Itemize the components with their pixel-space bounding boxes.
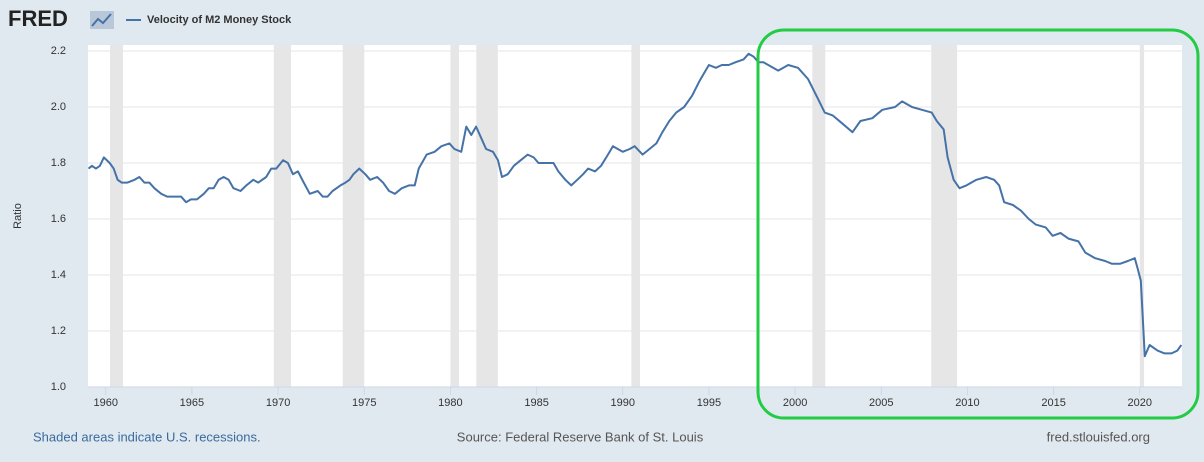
plot-layer: 1.0 1.2 1.4 1.6 1.8 2.0 2.2 1960 1965 1970 1975 198… xyxy=(51,45,1183,409)
y-axis-label: Ratio xyxy=(12,203,24,229)
y-tick-label: 2.2 xyxy=(51,45,66,57)
x-tick-label: 2015 xyxy=(1041,397,1065,409)
x-tick-label: 2005 xyxy=(869,397,893,409)
x-tick-label: 2020 xyxy=(1128,397,1152,409)
logo: FRED xyxy=(8,6,68,31)
x-tick-label: 1965 xyxy=(180,397,204,409)
x-tick-label: 1975 xyxy=(352,397,376,409)
recession-band xyxy=(931,45,958,387)
x-tick-label: 1970 xyxy=(266,397,290,409)
x-tick-label: 2000 xyxy=(783,397,807,409)
source: Source: Federal Reserve Bank of St. Loui… xyxy=(457,429,704,444)
recession-band xyxy=(342,45,365,387)
y-tick-label: 2.0 xyxy=(51,101,66,113)
x-tick-label: 1960 xyxy=(94,397,118,409)
recession-band xyxy=(110,45,123,387)
x-tick-label: 2010 xyxy=(955,397,979,409)
site: fred.stlouisfed.org xyxy=(1047,429,1150,444)
x-tick-label: 1985 xyxy=(524,397,548,409)
recession-band xyxy=(450,45,460,387)
recession-band xyxy=(812,45,826,387)
y-tick-label: 1.6 xyxy=(51,213,66,225)
recession-band xyxy=(273,45,292,387)
logo-icon xyxy=(90,11,114,29)
y-tick-label: 1.4 xyxy=(51,269,66,281)
x-tick-label: 1995 xyxy=(697,397,721,409)
x-tick-label: 1980 xyxy=(438,397,462,409)
recession-band xyxy=(476,45,498,387)
y-tick-label: 1.8 xyxy=(51,157,66,169)
data-line xyxy=(87,52,1183,358)
legend-label: Velocity of M2 Money Stock xyxy=(147,14,292,26)
recession-band xyxy=(1139,45,1145,387)
y-tick-label: 1.0 xyxy=(51,381,66,393)
highlight-box xyxy=(756,28,1200,420)
y-tick-label: 1.2 xyxy=(51,325,66,337)
x-tick-label: 1990 xyxy=(611,397,635,409)
recession-note: Shaded areas indicate U.S. recessions. xyxy=(33,429,261,444)
recession-band xyxy=(631,45,640,387)
